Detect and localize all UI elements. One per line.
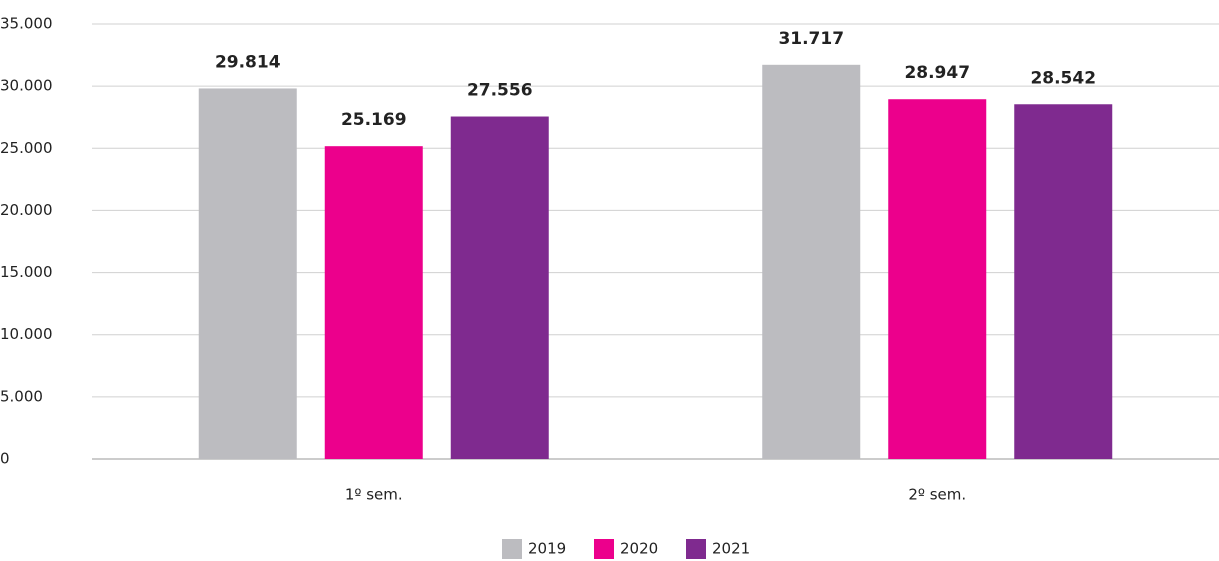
bar: [198, 88, 297, 459]
y-tick-label: 20.000: [0, 201, 53, 219]
x-tick-label: 1º sem.: [345, 486, 403, 504]
legend-label: 2020: [620, 540, 658, 558]
y-tick-label: 30.000: [0, 77, 53, 95]
value-label: 28.542: [1030, 68, 1096, 88]
value-label: 25.169: [341, 110, 407, 130]
bar: [1014, 104, 1113, 459]
bar: [762, 64, 861, 459]
value-label: 28.947: [904, 63, 970, 83]
y-tick-label: 25.000: [0, 139, 53, 157]
y-tick-label: 0: [0, 450, 10, 468]
value-label: 29.814: [215, 52, 281, 72]
legend-swatch: [594, 539, 614, 559]
bar: [450, 116, 549, 460]
legend-label: 2019: [528, 540, 566, 558]
legend-swatch: [686, 539, 706, 559]
legend-swatch: [502, 539, 522, 559]
bar: [324, 146, 423, 459]
value-label: 31.717: [778, 29, 844, 49]
bar: [888, 99, 987, 460]
y-tick-label: 5.000: [0, 387, 43, 405]
y-tick-label: 10.000: [0, 325, 53, 343]
y-tick-label: 15.000: [0, 263, 53, 281]
value-label: 27.556: [467, 81, 533, 101]
y-tick-label: 35.000: [0, 15, 53, 33]
x-tick-label: 2º sem.: [908, 486, 966, 504]
legend-label: 2021: [712, 540, 750, 558]
